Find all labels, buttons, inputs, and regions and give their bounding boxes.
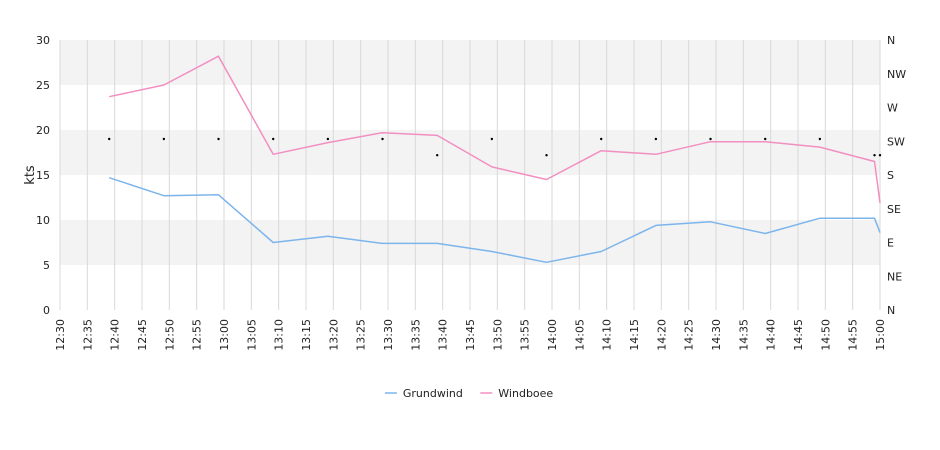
x-tick-label: 13:05 bbox=[245, 319, 258, 351]
y-tick-label: 10 bbox=[36, 214, 50, 227]
direction-marker bbox=[108, 137, 111, 141]
direction-marker bbox=[162, 137, 166, 141]
direction-marker bbox=[873, 154, 876, 157]
grid-lines bbox=[59, 40, 881, 310]
right-tick-label: SE bbox=[887, 203, 901, 216]
x-tick-label: 13:20 bbox=[327, 319, 340, 351]
x-tick-label: 13:45 bbox=[464, 319, 477, 351]
y-tick-label: 25 bbox=[36, 79, 50, 92]
x-axis-ticks: 12:30 12:35 12:40 12:45 12:50 12:55 13:00 13:05… bbox=[54, 319, 887, 351]
legend-item-windboee[interactable]: Windboee bbox=[498, 387, 553, 400]
y-tick-label: 20 bbox=[36, 124, 50, 137]
direction-markers bbox=[108, 137, 882, 157]
legend-item-grundwind[interactable]: Grundwind bbox=[403, 387, 463, 400]
x-tick-label: 14:00 bbox=[546, 319, 559, 351]
x-tick-label: 13:40 bbox=[437, 319, 450, 351]
x-tick-label: 14:10 bbox=[601, 319, 614, 351]
x-tick-label: 13:00 bbox=[218, 319, 231, 351]
x-tick-label: 14:45 bbox=[792, 319, 805, 351]
series-lines bbox=[108, 55, 881, 264]
direction-marker bbox=[326, 137, 330, 141]
x-tick-label: 12:30 bbox=[54, 319, 67, 351]
direction-marker bbox=[600, 137, 603, 141]
x-tick-label: 15:00 bbox=[874, 319, 887, 351]
direction-marker bbox=[272, 137, 275, 141]
x-tick-label: 14:25 bbox=[683, 319, 696, 351]
y-axis-label: kts bbox=[23, 165, 38, 185]
direction-marker bbox=[545, 154, 548, 157]
direction-marker bbox=[709, 137, 712, 141]
legend[interactable]: Grundwind Windboee bbox=[384, 387, 554, 400]
y-tick-label: 0 bbox=[43, 304, 50, 317]
direction-marker bbox=[764, 137, 767, 141]
x-tick-label: 13:15 bbox=[300, 319, 313, 351]
right-tick-label: N bbox=[887, 34, 895, 47]
x-tick-label: 13:35 bbox=[409, 319, 422, 351]
right-tick-label: SW bbox=[887, 135, 905, 148]
direction-marker bbox=[436, 154, 439, 157]
x-tick-label: 14:55 bbox=[847, 319, 860, 351]
x-tick-label: 14:05 bbox=[573, 319, 586, 351]
x-tick-label: 12:35 bbox=[81, 319, 94, 351]
right-tick-label: S bbox=[887, 169, 894, 182]
direction-marker bbox=[381, 137, 384, 141]
x-tick-label: 14:40 bbox=[765, 319, 778, 351]
x-tick-label: 13:30 bbox=[382, 319, 395, 351]
y-tick-label: 30 bbox=[36, 34, 50, 47]
series-line-windboee bbox=[109, 55, 881, 203]
x-tick-label: 13:10 bbox=[273, 319, 286, 351]
x-tick-label: 12:45 bbox=[136, 319, 149, 351]
direction-marker bbox=[490, 137, 494, 141]
right-tick-label: NW bbox=[887, 68, 906, 81]
direction-marker bbox=[217, 137, 220, 141]
x-tick-label: 13:50 bbox=[491, 319, 504, 351]
right-tick-label: W bbox=[887, 102, 898, 115]
x-tick-label: 13:55 bbox=[519, 319, 532, 351]
x-tick-label: 14:20 bbox=[655, 319, 668, 351]
direction-marker bbox=[654, 137, 658, 141]
x-tick-label: 14:50 bbox=[819, 319, 832, 351]
x-tick-label: 14:30 bbox=[710, 319, 723, 351]
right-tick-label: NE bbox=[887, 270, 902, 283]
direction-marker bbox=[818, 137, 822, 141]
direction-marker bbox=[878, 154, 882, 157]
x-tick-label: 12:55 bbox=[191, 319, 204, 351]
x-tick-label: 14:15 bbox=[628, 319, 641, 351]
y-axis-ticks: 0 5 10 15 20 25 30 bbox=[36, 34, 50, 317]
series-line-grundwind bbox=[108, 176, 881, 264]
x-tick-label: 12:50 bbox=[163, 319, 176, 351]
right-tick-label: N bbox=[887, 304, 895, 317]
x-tick-label: 12:40 bbox=[109, 319, 122, 351]
x-tick-label: 13:25 bbox=[355, 319, 368, 351]
right-axis-ticks: N NE E SE S SW W NW N bbox=[887, 34, 906, 317]
y-tick-label: 5 bbox=[43, 259, 50, 272]
right-tick-label: E bbox=[887, 237, 894, 250]
y-tick-label: 15 bbox=[36, 169, 50, 182]
x-tick-label: 14:35 bbox=[737, 319, 750, 351]
